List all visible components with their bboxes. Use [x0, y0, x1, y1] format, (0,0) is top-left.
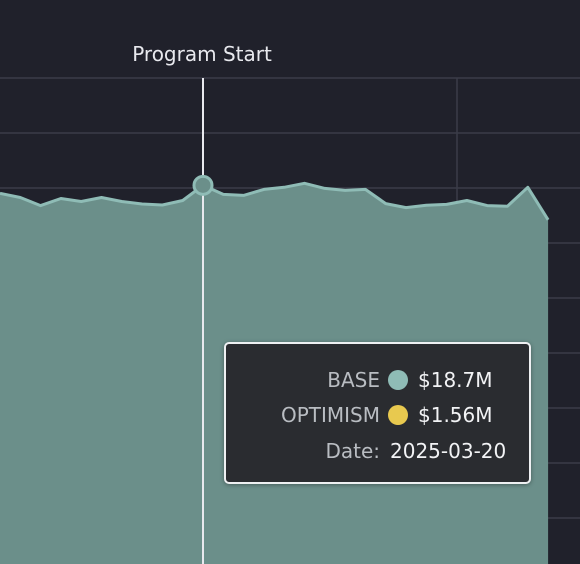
base-legend-dot-icon [388, 370, 408, 390]
tooltip-base-label: BASE [327, 368, 380, 392]
tooltip-date-value: 2025-03-20 [390, 439, 507, 463]
tooltip-base-value: $18.7M [418, 368, 493, 392]
hover-point[interactable] [192, 174, 214, 196]
tooltip-row-date: Date: 2025-03-20 [226, 437, 529, 465]
optimism-legend-dot-icon [388, 405, 408, 425]
tooltip-row-optimism: OPTIMISM $1.56M [226, 401, 529, 429]
program-start-label: Program Start [132, 42, 272, 66]
tooltip-row-base: BASE $18.7M [226, 366, 529, 394]
tooltip-optimism-value: $1.56M [418, 403, 493, 427]
tooltip-date-label: Date: [325, 439, 380, 463]
chart-tooltip: BASE $18.7M OPTIMISM $1.56M Date: 2025-0… [224, 342, 531, 484]
base-series-line [0, 181, 550, 221]
tooltip-optimism-label: OPTIMISM [280, 403, 380, 427]
